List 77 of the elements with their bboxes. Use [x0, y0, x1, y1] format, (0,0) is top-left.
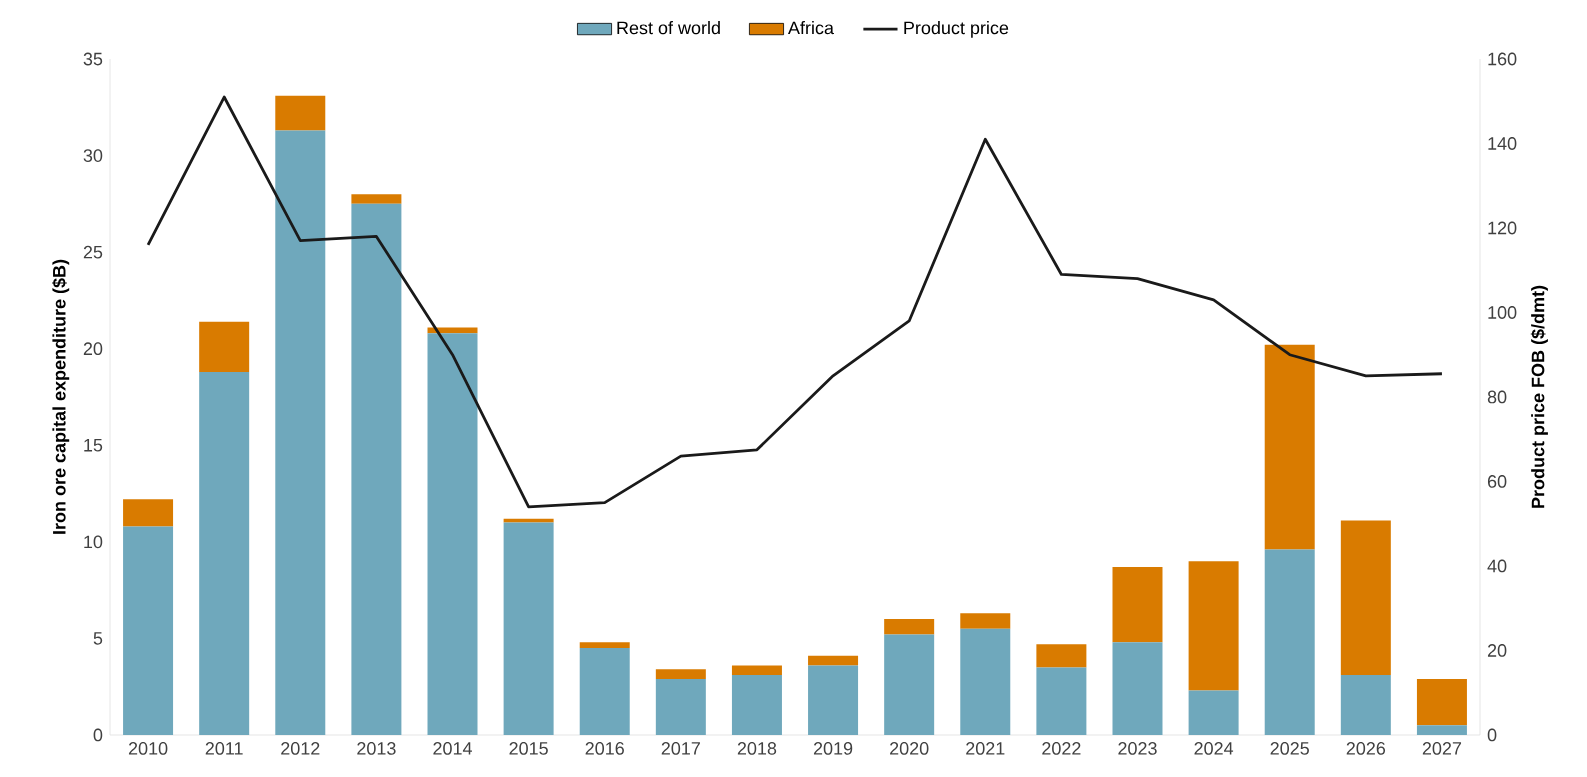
x-tick-label: 2017	[661, 742, 700, 755]
bar	[579, 648, 630, 735]
bar	[1036, 644, 1087, 668]
bar	[275, 95, 326, 131]
bar	[1340, 675, 1391, 735]
y-tick-label: 30	[83, 149, 103, 162]
x-tick-label: 2018	[737, 742, 777, 755]
y-tick-label: 0	[93, 728, 103, 742]
legend-label: Africa	[787, 21, 834, 35]
bar	[960, 628, 1011, 735]
bar	[1264, 549, 1315, 735]
x-tick-label: 2016	[585, 742, 624, 755]
x-tick-label: 2010	[128, 742, 168, 755]
bar	[655, 678, 706, 735]
bar	[808, 655, 859, 666]
x-tick-label: 2019	[813, 742, 853, 755]
line-series	[146, 95, 1444, 509]
x-tick-label: 2026	[1346, 742, 1386, 755]
y2-tick-label: 160	[1488, 52, 1517, 66]
x-tick-label: 2025	[1270, 742, 1309, 755]
legend-label: Product price	[904, 21, 1009, 38]
x-tick-label: 2024	[1194, 742, 1234, 755]
x-tick-label: 2020	[890, 742, 929, 755]
x-tick-label: 2014	[433, 742, 472, 755]
y2-tick-label: 80	[1487, 390, 1507, 404]
y-tick-label: 20	[83, 342, 103, 356]
bar	[351, 203, 402, 735]
x-tick-label: 2021	[966, 742, 1005, 755]
x-tick-label: 2011	[205, 742, 243, 755]
bar	[275, 130, 326, 735]
bar	[199, 321, 250, 372]
bar	[884, 634, 935, 735]
x-tick-label: 2013	[357, 742, 396, 755]
y-tick-label: 35	[83, 52, 103, 66]
bar	[884, 619, 935, 635]
y-tick-label: 15	[84, 438, 103, 452]
bar	[427, 333, 478, 735]
bar	[351, 194, 402, 204]
x-tick-label: 2012	[281, 742, 320, 755]
bar	[960, 613, 1011, 629]
bar	[123, 499, 174, 527]
bar	[579, 642, 630, 649]
y2-tick-label: 120	[1488, 221, 1517, 235]
bar	[1416, 678, 1467, 726]
x-tick-label: 2022	[1042, 742, 1081, 755]
y-tick-label: 5	[93, 632, 103, 645]
bar	[123, 526, 174, 735]
y2-axis-title: Product price FOB ($/dmt)	[1530, 285, 1548, 508]
bar	[1264, 344, 1315, 550]
bar	[503, 518, 554, 523]
x-tick-label: 2027	[1422, 742, 1462, 755]
bar	[1112, 566, 1163, 643]
y-axis-title: Iron ore capital expenditure ($B)	[52, 259, 70, 534]
legend-label: Rest of world	[617, 21, 720, 35]
bar	[1036, 667, 1087, 735]
y-tick-label: 25	[83, 245, 103, 259]
bar	[199, 371, 250, 735]
x-tick-label: 2015	[509, 742, 548, 755]
bar	[808, 665, 859, 735]
y2-tick-label: 100	[1488, 306, 1517, 319]
y2-tick-label: 140	[1488, 137, 1517, 150]
bar	[1340, 520, 1391, 676]
bar	[655, 669, 706, 679]
bar	[731, 675, 782, 735]
y2-tick-label: 20	[1487, 644, 1507, 657]
y2-tick-label: 0	[1487, 728, 1497, 742]
y2-tick-label: 40	[1487, 559, 1507, 573]
bar	[427, 327, 478, 334]
bar	[1188, 690, 1239, 735]
bar	[1112, 642, 1163, 735]
y2-tick-label: 60	[1487, 475, 1507, 488]
x-tick-label: 2023	[1118, 742, 1157, 755]
y-tick-label: 10	[84, 535, 103, 549]
bar	[1188, 561, 1239, 691]
bar	[1416, 725, 1467, 735]
bar	[731, 665, 782, 676]
bar	[503, 522, 554, 735]
